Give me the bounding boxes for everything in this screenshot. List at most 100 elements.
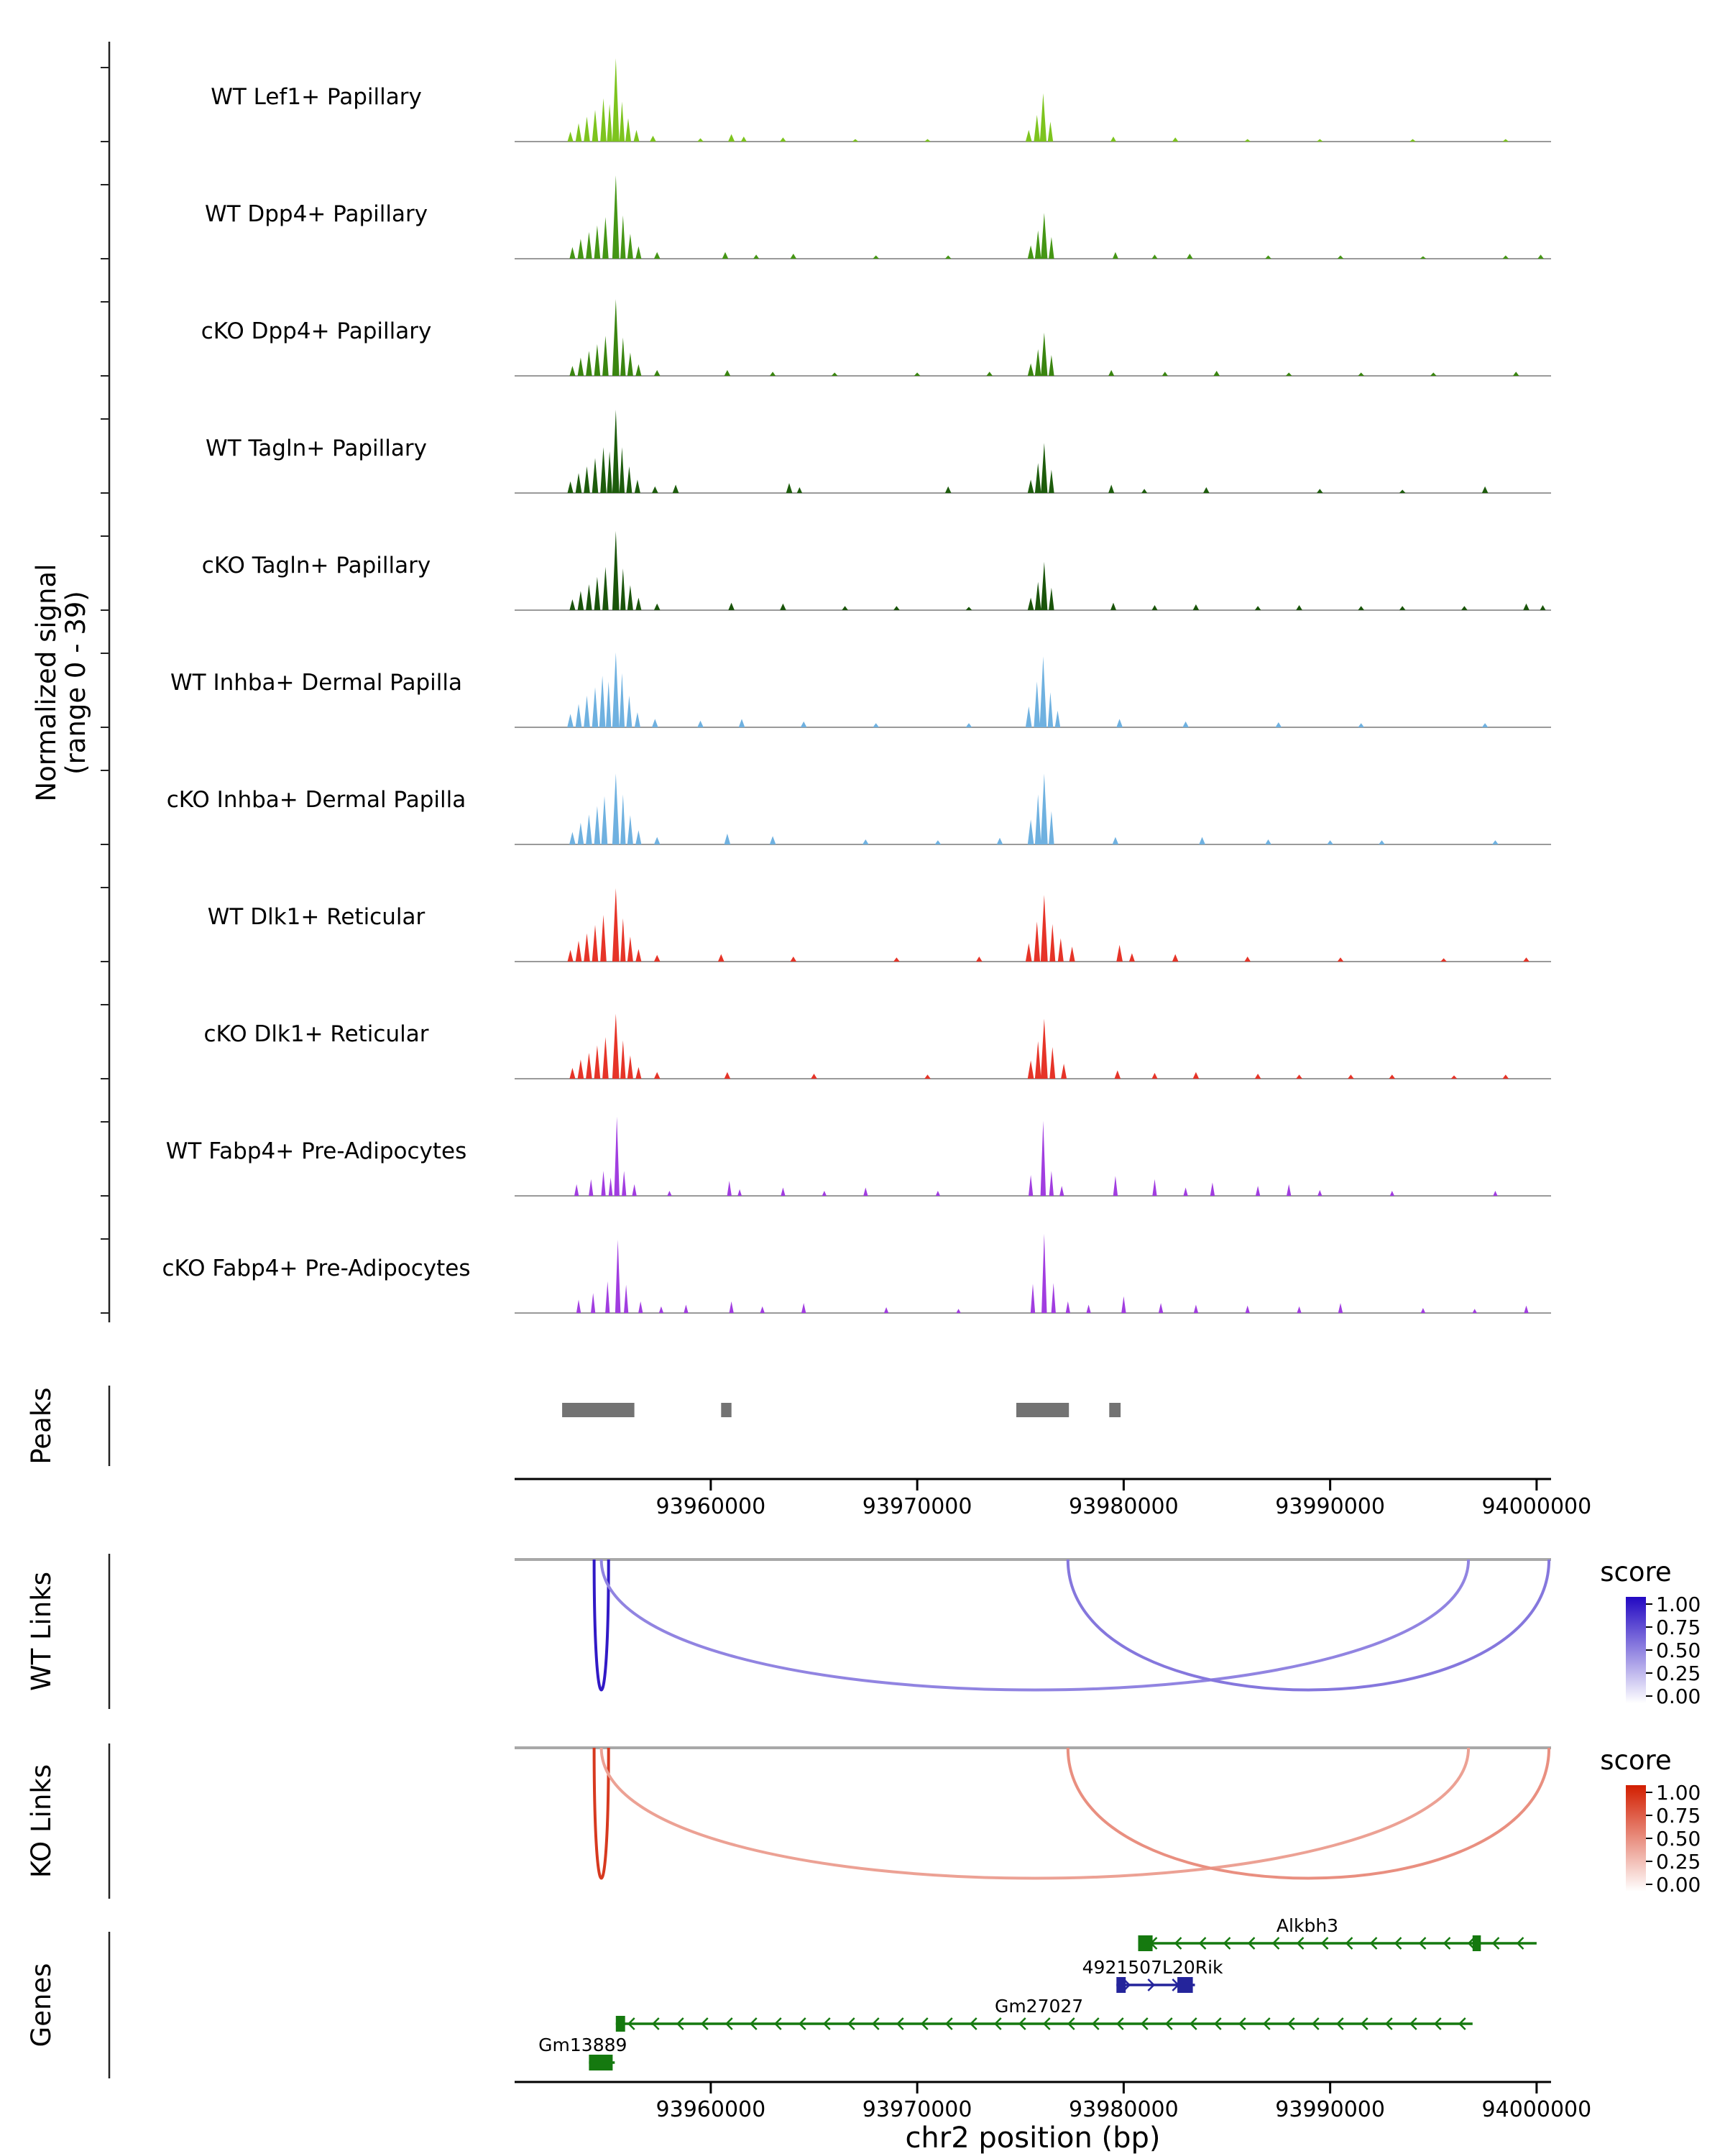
gene-strand-arrow bbox=[1320, 1937, 1329, 1950]
gene-strand-arrow bbox=[1091, 2017, 1100, 2030]
gene-strand-arrow bbox=[969, 2017, 978, 2030]
gene-strand-arrow bbox=[724, 2017, 733, 2030]
gene-strand-arrow bbox=[1458, 2017, 1466, 2030]
gene-strand-arrow bbox=[1223, 1937, 1231, 1950]
score-legend-tick-label: 0.75 bbox=[1656, 1804, 1701, 1828]
track-label: cKO Inhba+ Dermal Papilla bbox=[167, 787, 466, 813]
track-signal bbox=[574, 1116, 1498, 1196]
gene-strand-arrow bbox=[1516, 1937, 1524, 1950]
track-signal bbox=[567, 652, 1489, 727]
wt-score-legend-title: score bbox=[1600, 1557, 1671, 1588]
gene-strand-arrow bbox=[1271, 1937, 1280, 1950]
score-legend-tick-label: 0.50 bbox=[1656, 1639, 1701, 1662]
gene-strand-arrow bbox=[1384, 2017, 1393, 2030]
peak-region bbox=[1016, 1403, 1070, 1417]
peak-region bbox=[721, 1403, 732, 1417]
track-signal bbox=[567, 58, 1509, 142]
track-label: WT Fabp4+ Pre-Adipocytes bbox=[166, 1138, 467, 1164]
gene-strand-arrow bbox=[1238, 2017, 1246, 2030]
gene-strand-arrow bbox=[1198, 1937, 1207, 1950]
gene-strand-arrow bbox=[1491, 1937, 1500, 1950]
gene-strand-arrow bbox=[847, 2017, 855, 2030]
gene-strand-arrow bbox=[1394, 1937, 1402, 1950]
x-tick-label: 93960000 bbox=[656, 1494, 766, 1519]
signal-axis-label-line2: (range 0 - 39) bbox=[60, 591, 91, 775]
x-tick-label: 93980000 bbox=[1069, 2097, 1179, 2122]
gene-strand-arrow bbox=[1147, 1978, 1156, 1991]
gene-strand-arrow bbox=[798, 2017, 806, 2030]
score-legend-tick-label: 0.75 bbox=[1656, 1616, 1701, 1639]
gene-strand-arrow bbox=[1369, 1937, 1378, 1950]
peak-region bbox=[1109, 1403, 1121, 1417]
peaks-panel-label: Peaks bbox=[26, 1387, 57, 1464]
track-signal bbox=[569, 299, 1519, 376]
gene-exon bbox=[1177, 1977, 1193, 1993]
generated-plot-layers: WT Lef1+ Papillary WT Dpp4+ Papillary cKO … bbox=[101, 58, 1701, 2122]
gene-strand-arrow bbox=[676, 2017, 684, 2030]
score-legend-tick-label: 0.00 bbox=[1656, 1685, 1701, 1708]
wt-links-panel-label: WT Links bbox=[26, 1572, 57, 1691]
track-signal bbox=[567, 410, 1489, 493]
x-tick-label: 93990000 bbox=[1275, 2097, 1385, 2122]
score-legend-tick-label: 0.50 bbox=[1656, 1827, 1701, 1851]
gene-strand-arrow bbox=[749, 2017, 758, 2030]
gene-exon bbox=[1116, 1977, 1126, 1993]
gene-strand-arrow bbox=[1140, 2017, 1149, 2030]
gene-strand-arrow bbox=[1335, 2017, 1344, 2030]
score-legend-gradient bbox=[1626, 1785, 1646, 1892]
gene-strand-arrow bbox=[1164, 2017, 1173, 2030]
score-legend-gradient bbox=[1626, 1597, 1646, 1703]
gene-strand-arrow bbox=[700, 2017, 709, 2030]
gene-strand-arrow bbox=[1189, 2017, 1197, 2030]
gene-strand-arrow bbox=[1433, 2017, 1442, 2030]
gene-strand-arrow bbox=[1409, 2017, 1417, 2030]
ko-links-panel-label: KO Links bbox=[26, 1764, 57, 1878]
track-label: cKO Dpp4+ Papillary bbox=[201, 318, 432, 344]
gene-strand-arrow bbox=[1296, 1937, 1305, 1950]
track-signal bbox=[569, 773, 1499, 844]
gene-exon bbox=[589, 2055, 613, 2070]
gene-label: Gm13889 bbox=[538, 2035, 627, 2055]
link-arc bbox=[592, 1747, 610, 1880]
gene-strand-arrow bbox=[1345, 1937, 1353, 1950]
gene-strand-arrow bbox=[944, 2017, 953, 2030]
x-tick-label: 93980000 bbox=[1069, 1494, 1179, 1519]
x-axis-title: chr2 position (bp) bbox=[905, 2122, 1160, 2155]
track-label: WT Tagln+ Papillary bbox=[206, 436, 427, 461]
track-signal bbox=[567, 888, 1530, 962]
signal-axis-label-line1: Normalized signal bbox=[31, 563, 62, 801]
gene-strand-arrow bbox=[1360, 2017, 1368, 2030]
x-tick-label: 93970000 bbox=[862, 1494, 972, 1519]
x-tick-label: 93960000 bbox=[656, 2097, 766, 2122]
gene-strand-arrow bbox=[920, 2017, 929, 2030]
gene-strand-arrow bbox=[627, 2017, 635, 2030]
track-label: cKO Dlk1+ Reticular bbox=[204, 1021, 429, 1047]
x-tick-label: 94000000 bbox=[1482, 2097, 1592, 2122]
gene-exon bbox=[1138, 1935, 1153, 1951]
track-signal bbox=[576, 1233, 1529, 1313]
gene-strand-arrow bbox=[1018, 2017, 1026, 2030]
link-arc bbox=[1066, 1747, 1551, 1880]
track-signal bbox=[569, 175, 1544, 259]
link-arc bbox=[1066, 1559, 1551, 1692]
gene-exon bbox=[1472, 1935, 1481, 1951]
track-label: cKO Fabp4+ Pre-Adipocytes bbox=[162, 1256, 471, 1281]
gene-strand-arrow bbox=[1311, 2017, 1320, 2030]
score-legend-tick-label: 0.25 bbox=[1656, 1850, 1701, 1874]
track-label: WT Inhba+ Dermal Papilla bbox=[170, 670, 462, 696]
gene-strand-arrow bbox=[1443, 1937, 1451, 1950]
gene-strand-arrow bbox=[1287, 2017, 1295, 2030]
gene-strand-arrow bbox=[1116, 2017, 1124, 2030]
track-label: WT Dpp4+ Papillary bbox=[205, 201, 428, 227]
track-label: cKO Tagln+ Papillary bbox=[202, 553, 431, 579]
gene-strand-arrow bbox=[993, 2017, 1002, 2030]
gene-label: 4921507L20Rik bbox=[1082, 1957, 1223, 1978]
gene-strand-arrow bbox=[1262, 2017, 1271, 2030]
peak-region bbox=[562, 1403, 635, 1417]
x-tick-label: 93970000 bbox=[862, 2097, 972, 2122]
gene-strand-arrow bbox=[651, 2017, 660, 2030]
track-signal bbox=[569, 530, 1546, 610]
track-label: WT Lef1+ Papillary bbox=[211, 84, 422, 110]
